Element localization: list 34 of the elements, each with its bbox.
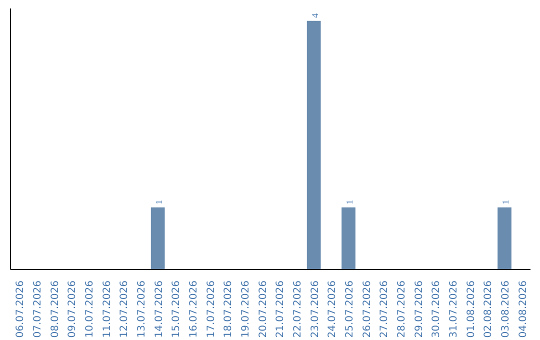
x-tick-label: 14.07.2026 bbox=[154, 280, 165, 338]
x-tick-label: 17.07.2026 bbox=[206, 280, 217, 338]
data-label: 1 bbox=[500, 200, 510, 204]
x-tick-label: 02.08.2026 bbox=[483, 280, 494, 338]
x-tick-label: 09.07.2026 bbox=[67, 280, 78, 338]
x-tick-label: 18.07.2026 bbox=[223, 280, 234, 338]
x-tick-label: 11.07.2026 bbox=[102, 280, 113, 338]
x-tick-label: 21.07.2026 bbox=[275, 280, 286, 338]
x-tick-label: 08.07.2026 bbox=[50, 280, 61, 338]
x-tick-label: 13.07.2026 bbox=[136, 280, 148, 338]
x-tick-label: 26.07.2026 bbox=[362, 280, 373, 338]
x-tick-label: 15.07.2026 bbox=[171, 280, 182, 338]
x-tick-label: 16.07.2026 bbox=[188, 280, 200, 338]
x-tick-label: 06.07.2026 bbox=[15, 280, 26, 338]
x-tick-label: 19.07.2026 bbox=[240, 280, 252, 338]
x-tick-label: 01.08.2026 bbox=[466, 280, 477, 338]
x-tick-label: 30.07.2026 bbox=[431, 280, 442, 338]
x-tick-label: 29.07.2026 bbox=[414, 280, 425, 338]
x-tick-label: 27.07.2026 bbox=[379, 280, 390, 338]
x-tick-label: 24.07.2026 bbox=[327, 280, 338, 338]
x-tick-label: 23.07.2026 bbox=[310, 280, 321, 338]
x-tick-label: 10.07.2026 bbox=[84, 280, 96, 338]
x-tick-label: 28.07.2026 bbox=[396, 280, 408, 338]
data-label: 1 bbox=[344, 200, 354, 204]
x-tick-label: 07.07.2026 bbox=[32, 280, 44, 338]
data-label: 4 bbox=[310, 12, 320, 18]
x-tick-label: 04.08.2026 bbox=[518, 280, 529, 338]
x-tick-label: 25.07.2026 bbox=[344, 280, 356, 338]
x-tick-label: 20.07.2026 bbox=[258, 280, 269, 338]
x-tick-label: 22.07.2026 bbox=[292, 280, 304, 338]
x-tick-label: 12.07.2026 bbox=[119, 280, 130, 338]
x-tick-label: 03.08.2026 bbox=[500, 280, 512, 338]
x-tick-label: 31.07.2026 bbox=[448, 280, 460, 338]
data-label: 1 bbox=[154, 200, 164, 204]
